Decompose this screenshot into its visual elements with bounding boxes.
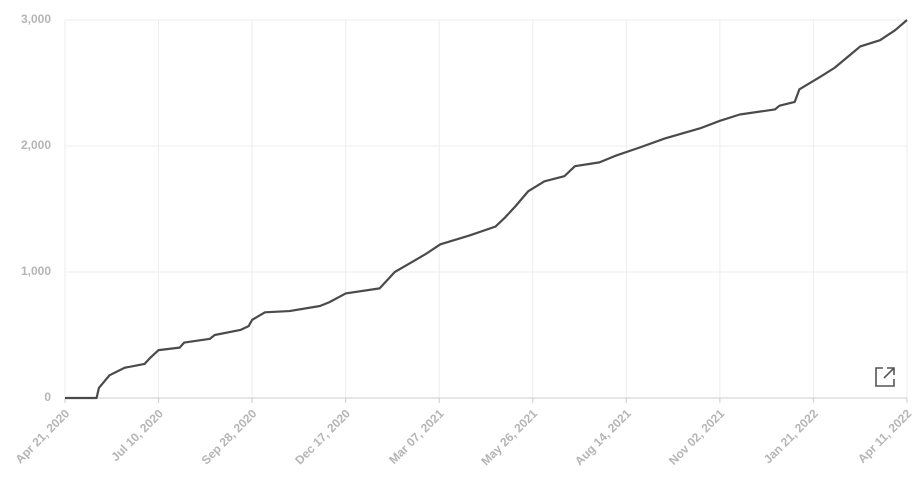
x-tick-label: Mar 07, 2021 [386,406,447,467]
x-tick-label: Nov 02, 2021 [666,406,728,468]
icon-arrow [883,367,895,379]
x-tick-label: May 26, 2021 [478,406,540,468]
external-link-icon[interactable] [875,367,895,387]
icon-box [875,367,895,387]
line [65,19,908,400]
x-tick-label: Apr 21, 2020 [12,406,72,466]
y-tick-label: 2,000 [21,138,51,152]
plot: 0 1,000 2,000 3,000 Apr 21, 2020 Jul 10, 2020… [12,12,914,468]
y-tick-label: 0 [44,390,51,404]
y-tick-label: 3,000 [21,12,51,26]
y-tick-label: 1,000 [21,264,51,278]
x-tick-label: Apr 11, 2022 [855,406,915,466]
x-tick-label: Aug 14, 2021 [572,406,634,468]
x-tick-label: Jan 21, 2022 [761,406,821,466]
x-tick-label: Sep 28, 2020 [199,406,260,467]
x-tick-label: Jul 10, 2020 [108,406,166,464]
x-tick-label: Dec 17, 2020 [292,406,353,467]
